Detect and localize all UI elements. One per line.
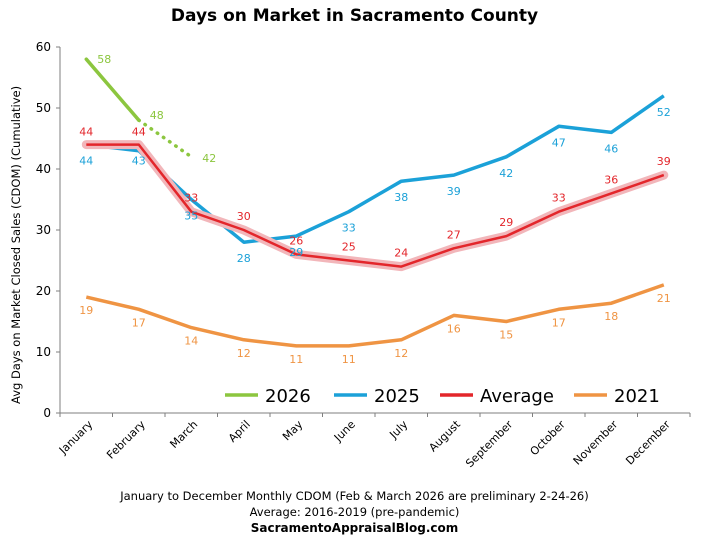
x-tick-label: July xyxy=(386,418,410,442)
series-2021-data-label: 14 xyxy=(184,335,198,348)
x-tick-label: April xyxy=(226,418,253,445)
legend-2025-label: 2025 xyxy=(374,386,420,407)
series-2021-data-label: 11 xyxy=(342,353,356,366)
x-tick-label: October xyxy=(528,418,569,459)
series-average-data-label: 36 xyxy=(604,173,618,186)
y-tick-label: 60 xyxy=(36,40,51,54)
series-2021-data-label: 12 xyxy=(237,347,251,360)
series-2026-line xyxy=(84,57,141,122)
series-2021-data-label: 17 xyxy=(552,316,566,329)
y-tick-label: 10 xyxy=(36,345,51,359)
y-tick-label: 20 xyxy=(36,284,51,298)
series-2026-preliminary-line xyxy=(137,118,194,159)
series-average-data-label: 33 xyxy=(552,192,566,205)
series-2021-line xyxy=(85,283,665,348)
x-tick-label: September xyxy=(463,418,516,471)
footer-site: SacramentoAppraisalBlog.com xyxy=(250,521,459,535)
y-tick-label: 30 xyxy=(36,223,51,237)
x-tick-label: December xyxy=(623,418,673,468)
series-2021-data-label: 12 xyxy=(394,347,408,360)
x-tick-label: August xyxy=(426,417,463,454)
x-tick-label: January xyxy=(56,418,96,458)
legend-2021-label: 2021 xyxy=(614,386,660,407)
series-2025-data-label: 47 xyxy=(552,136,566,149)
y-tick-label: 50 xyxy=(36,101,51,115)
series-2025-data-label: 35 xyxy=(184,210,198,223)
chart-title: Days on Market in Sacramento County xyxy=(170,6,539,26)
series-average-data-label: 29 xyxy=(499,216,513,229)
series-average-data-label: 44 xyxy=(132,126,146,139)
series-2025-data-label: 46 xyxy=(604,142,618,155)
series-2025-data-label: 39 xyxy=(447,185,461,198)
series-average-data-label: 24 xyxy=(394,247,408,260)
series-2025-data-label: 44 xyxy=(79,155,93,168)
series-2025-data-label: 33 xyxy=(342,222,356,235)
series-2021-data-label: 15 xyxy=(499,329,513,342)
series-average-data-label: 33 xyxy=(184,192,198,205)
series-2025-data-label: 52 xyxy=(657,106,671,119)
series-average-data-label: 39 xyxy=(657,155,671,168)
series-2026-data-label: 42 xyxy=(202,152,216,165)
series-2025-data-label: 28 xyxy=(237,252,251,265)
y-tick-label: 40 xyxy=(36,162,51,176)
footer-average-note: Average: 2016-2019 (pre-pandemic) xyxy=(249,505,460,519)
x-tick-label: June xyxy=(331,418,358,445)
x-tick-label: March xyxy=(167,418,200,451)
series-2025-data-label: 42 xyxy=(499,167,513,180)
series-2025-data-label: 29 xyxy=(289,246,303,259)
series-2021-data-label: 16 xyxy=(447,322,461,335)
footer-note: January to December Monthly CDOM (Feb & … xyxy=(120,489,589,503)
y-tick-label: 0 xyxy=(43,406,51,420)
series-2021-data-label: 18 xyxy=(604,310,618,323)
x-tick-label: February xyxy=(104,418,148,462)
series-2026-data-label: 58 xyxy=(97,53,111,66)
legend-2026-label: 2026 xyxy=(265,386,311,407)
series-2026-data-label: 48 xyxy=(150,109,164,122)
series-average-data-label: 44 xyxy=(79,126,93,139)
series-2025-data-label: 43 xyxy=(132,155,146,168)
series-2021-data-label: 19 xyxy=(79,304,93,317)
x-tick-label: May xyxy=(280,418,306,444)
x-tick-label: November xyxy=(571,418,621,468)
series-average-data-label: 27 xyxy=(447,228,461,241)
series-2021-data-label: 21 xyxy=(657,292,671,305)
series-average-line xyxy=(86,143,665,268)
series-2025-line xyxy=(86,94,665,244)
series-average-data-label: 25 xyxy=(342,241,356,254)
series-average-data-label: 26 xyxy=(289,234,303,247)
legend-average-label: Average xyxy=(480,386,554,407)
series-2021-data-label: 11 xyxy=(289,353,303,366)
series-average-data-label: 30 xyxy=(237,210,251,223)
series-2021-data-label: 17 xyxy=(132,316,146,329)
series-2025-data-label: 38 xyxy=(394,191,408,204)
